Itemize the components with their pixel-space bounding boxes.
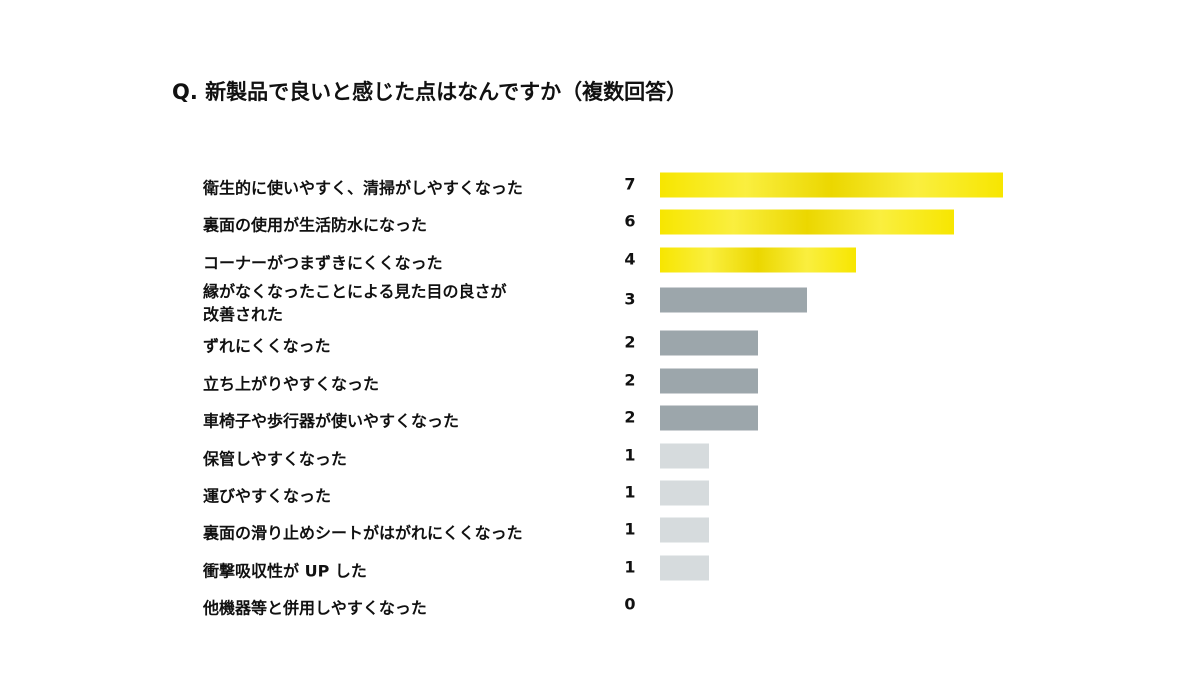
value-label: 3 xyxy=(624,289,636,309)
value-label: 6 xyxy=(624,211,636,231)
category-label: 車椅子や歩行器が使いやすくなった xyxy=(203,411,460,431)
value-label: 2 xyxy=(624,370,636,390)
chart-title: Q. 新製品で良いと感じた点はなんですか（複数回答） xyxy=(172,80,688,104)
value-label: 1 xyxy=(624,557,636,577)
category-label: コーナーがつまずきにくくなった xyxy=(203,253,443,273)
bar xyxy=(660,287,807,313)
bar xyxy=(660,443,709,469)
bar xyxy=(660,330,758,356)
category-label: 保管しやすくなった xyxy=(203,449,347,469)
value-label: 1 xyxy=(624,445,636,465)
bar xyxy=(660,172,1003,198)
bar xyxy=(660,555,709,581)
bar xyxy=(660,480,709,506)
value-label: 4 xyxy=(624,249,636,269)
category-label: 縁がなくなったことによる見た目の良さが改善された xyxy=(203,281,507,324)
category-label: ずれにくくなった xyxy=(203,336,331,356)
value-label: 1 xyxy=(624,482,636,502)
category-label: 他機器等と併用しやすくなった xyxy=(203,598,427,618)
category-label: 運びやすくなった xyxy=(203,486,332,506)
value-label: 0 xyxy=(624,594,636,614)
bar xyxy=(660,517,709,543)
bar xyxy=(660,247,856,273)
bar xyxy=(660,368,758,394)
category-label: 裏面の滑り止めシートがはがれにくくなった xyxy=(203,523,523,543)
value-label: 7 xyxy=(624,174,636,194)
category-label: 立ち上がりやすくなった xyxy=(203,374,380,394)
category-label: 衛生的に使いやすく、清掃がしやすくなった xyxy=(203,178,523,198)
bar xyxy=(660,209,954,235)
bar xyxy=(660,405,758,431)
value-label: 1 xyxy=(624,519,636,539)
value-label: 2 xyxy=(624,407,636,427)
category-label: 衝撃吸収性が UP した xyxy=(203,561,367,581)
value-label: 2 xyxy=(624,332,636,352)
category-label: 裏面の使用が生活防水になった xyxy=(203,215,428,235)
